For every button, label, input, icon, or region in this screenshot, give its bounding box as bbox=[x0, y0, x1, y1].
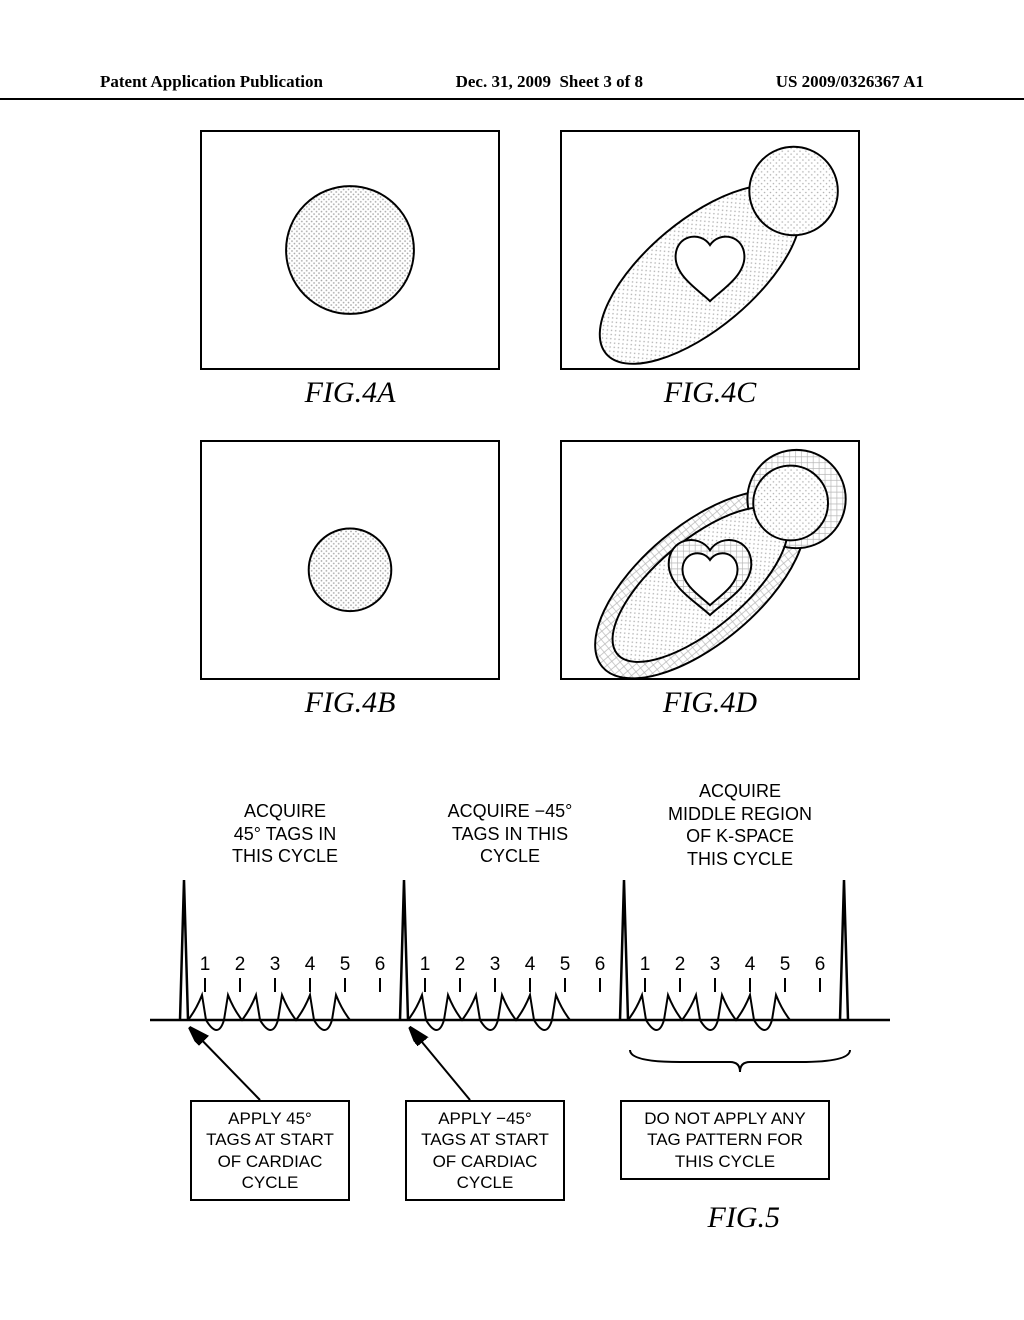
svg-text:6: 6 bbox=[375, 954, 386, 975]
fig-4b-label: FIG.4B bbox=[200, 686, 500, 720]
fig-4d-panel bbox=[560, 440, 860, 680]
fig-4c-panel bbox=[560, 130, 860, 370]
fig-4d-label: FIG.4D bbox=[560, 686, 860, 720]
fig-4c-label: FIG.4C bbox=[560, 376, 860, 410]
fig5-cycle2-bottom: APPLY −45°TAGS AT STARTOF CARDIACCYCLE bbox=[405, 1100, 565, 1201]
svg-text:6: 6 bbox=[595, 954, 606, 975]
svg-text:2: 2 bbox=[235, 954, 246, 975]
fig5-cycle1-bottom: APPLY 45°TAGS AT STARTOF CARDIACCYCLE bbox=[190, 1100, 350, 1201]
svg-text:6: 6 bbox=[815, 954, 826, 975]
svg-text:5: 5 bbox=[560, 954, 571, 975]
figures-4: FIG.4A bbox=[200, 130, 860, 750]
svg-text:4: 4 bbox=[305, 954, 316, 975]
svg-text:1: 1 bbox=[640, 954, 651, 975]
fig-5-label: FIG.5 bbox=[708, 1201, 780, 1235]
svg-text:5: 5 bbox=[340, 954, 351, 975]
fig-4b-panel bbox=[200, 440, 500, 680]
svg-text:3: 3 bbox=[270, 954, 281, 975]
svg-text:3: 3 bbox=[490, 954, 501, 975]
fig-4a-label: FIG.4A bbox=[200, 376, 500, 410]
page-header: Patent Application Publication Dec. 31, … bbox=[0, 72, 1024, 100]
fig-4b: FIG.4B bbox=[200, 440, 500, 740]
pub-number: US 2009/0326367 A1 bbox=[776, 72, 924, 92]
fig-4d: FIG.4D bbox=[560, 440, 860, 740]
pub-date: Dec. 31, 2009 Sheet 3 of 8 bbox=[456, 72, 643, 92]
svg-text:1: 1 bbox=[200, 954, 211, 975]
svg-text:1: 1 bbox=[420, 954, 431, 975]
fig-4a-panel bbox=[200, 130, 500, 370]
fig5-cycle1-top: ACQUIRE45° TAGS INTHIS CYCLE bbox=[210, 800, 360, 868]
fig-4c: FIG.4C bbox=[560, 130, 860, 430]
svg-text:4: 4 bbox=[745, 954, 756, 975]
fig-5: ACQUIRE45° TAGS INTHIS CYCLE ACQUIRE −45… bbox=[150, 760, 890, 1235]
fig5-cycle3-bottom: DO NOT APPLY ANYTAG PATTERN FORTHIS CYCL… bbox=[620, 1100, 830, 1180]
svg-text:4: 4 bbox=[525, 954, 536, 975]
svg-text:2: 2 bbox=[455, 954, 466, 975]
svg-text:2: 2 bbox=[675, 954, 686, 975]
fig5-cycle3-top: ACQUIREMIDDLE REGIONOF K-SPACETHIS CYCLE bbox=[650, 780, 830, 870]
pub-type: Patent Application Publication bbox=[100, 72, 323, 92]
svg-text:3: 3 bbox=[710, 954, 721, 975]
fig-4a: FIG.4A bbox=[200, 130, 500, 430]
fig5-cycle2-top: ACQUIRE −45°TAGS IN THISCYCLE bbox=[430, 800, 590, 868]
svg-text:5: 5 bbox=[780, 954, 791, 975]
